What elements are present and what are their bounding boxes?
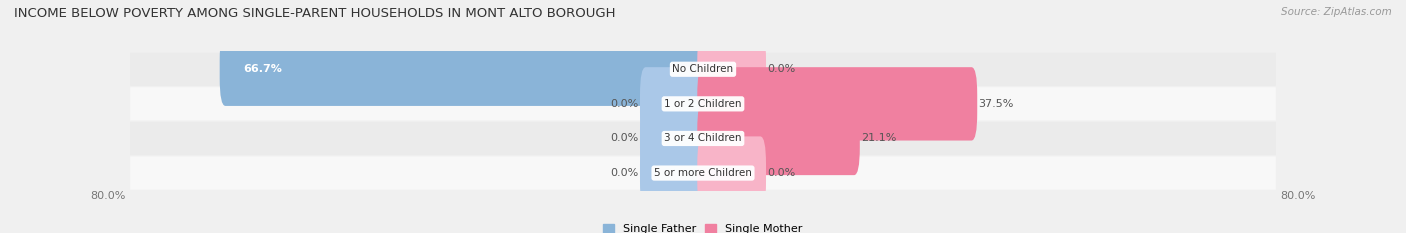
Text: 0.0%: 0.0%	[610, 99, 638, 109]
Text: 3 or 4 Children: 3 or 4 Children	[664, 134, 742, 144]
Text: 1 or 2 Children: 1 or 2 Children	[664, 99, 742, 109]
Text: 37.5%: 37.5%	[979, 99, 1014, 109]
FancyBboxPatch shape	[697, 67, 977, 140]
FancyBboxPatch shape	[640, 67, 709, 140]
Text: 0.0%: 0.0%	[768, 168, 796, 178]
FancyBboxPatch shape	[219, 33, 709, 106]
Text: No Children: No Children	[672, 64, 734, 74]
FancyBboxPatch shape	[131, 122, 1275, 155]
FancyBboxPatch shape	[697, 136, 766, 210]
Legend: Single Father, Single Mother: Single Father, Single Mother	[599, 219, 807, 233]
FancyBboxPatch shape	[640, 102, 709, 175]
Text: Source: ZipAtlas.com: Source: ZipAtlas.com	[1281, 7, 1392, 17]
Text: 0.0%: 0.0%	[610, 134, 638, 144]
FancyBboxPatch shape	[697, 102, 860, 175]
FancyBboxPatch shape	[131, 53, 1275, 86]
Text: 5 or more Children: 5 or more Children	[654, 168, 752, 178]
Text: 0.0%: 0.0%	[610, 168, 638, 178]
Text: 0.0%: 0.0%	[768, 64, 796, 74]
FancyBboxPatch shape	[640, 136, 709, 210]
FancyBboxPatch shape	[697, 33, 766, 106]
FancyBboxPatch shape	[131, 87, 1275, 120]
FancyBboxPatch shape	[131, 156, 1275, 190]
Text: 21.1%: 21.1%	[862, 134, 897, 144]
Text: 66.7%: 66.7%	[243, 64, 283, 74]
Text: 80.0%: 80.0%	[90, 191, 125, 201]
Text: INCOME BELOW POVERTY AMONG SINGLE-PARENT HOUSEHOLDS IN MONT ALTO BOROUGH: INCOME BELOW POVERTY AMONG SINGLE-PARENT…	[14, 7, 616, 20]
Text: 80.0%: 80.0%	[1281, 191, 1316, 201]
